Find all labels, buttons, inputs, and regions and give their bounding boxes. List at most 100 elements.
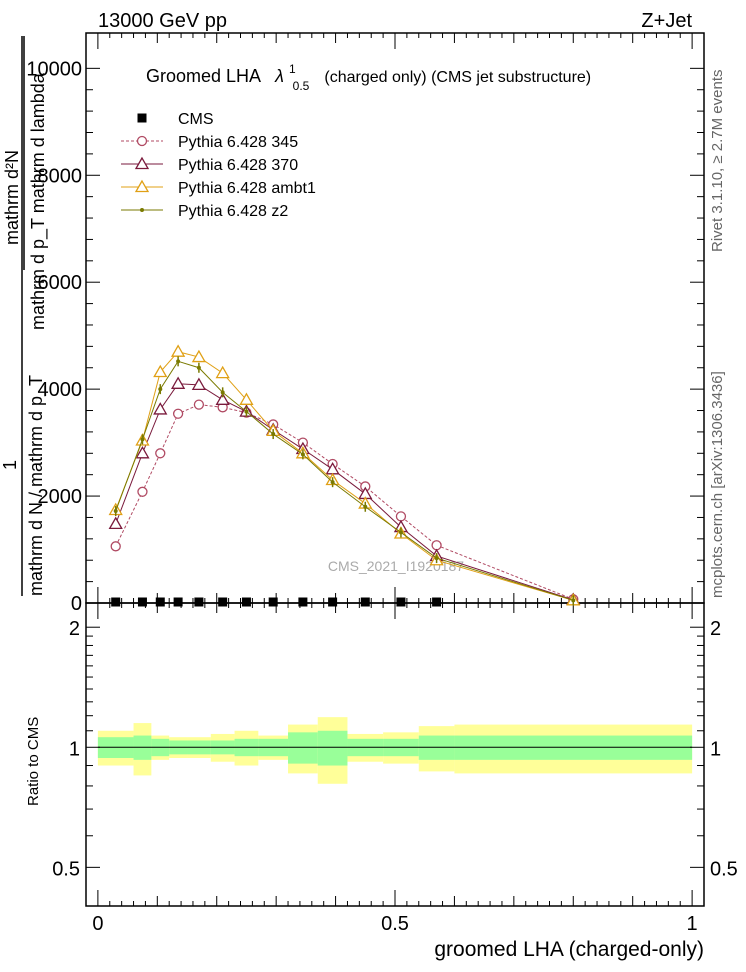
ylabel-bottom: mathrm d N / mathrm d p_T bbox=[26, 375, 47, 596]
data-point bbox=[300, 452, 305, 457]
data-point bbox=[135, 445, 150, 459]
y-tick-label: 2000 bbox=[38, 486, 83, 508]
data-point bbox=[110, 541, 121, 552]
series-lines bbox=[108, 344, 581, 607]
chart-title: Groomed LHA λ 1 0.5 (charged only) (CMS … bbox=[146, 57, 591, 94]
data-point bbox=[330, 480, 335, 485]
data-point bbox=[137, 597, 147, 607]
chart-title-subscript: 0.5 bbox=[293, 79, 310, 93]
ratio-y-tick-label: 2 bbox=[69, 618, 80, 640]
legend-item: Pythia 6.428 345 bbox=[121, 134, 298, 151]
legend-marker bbox=[136, 135, 148, 147]
y-tick-label: 6000 bbox=[38, 272, 83, 294]
data-point bbox=[155, 597, 165, 607]
rivet-label: Rivet 3.1.10, ≥ 2.7M events bbox=[709, 70, 726, 253]
legend-marker bbox=[140, 208, 144, 212]
x-ticks: 0 0.5 1 bbox=[92, 33, 698, 935]
data-point bbox=[193, 399, 205, 410]
data-point bbox=[155, 448, 166, 459]
data-point bbox=[153, 364, 168, 378]
series-0 bbox=[111, 597, 442, 607]
ratio-bands bbox=[97, 717, 693, 784]
y-tick-label: 4000 bbox=[38, 379, 83, 401]
data-point bbox=[244, 409, 249, 414]
main-y-ticks: 0 2000 4000 6000 8000 10000 bbox=[26, 58, 704, 615]
data-point bbox=[241, 597, 251, 607]
ylabel-top: mathrm d²N bbox=[2, 150, 22, 245]
ratio-y-tick-label-right: 2 bbox=[710, 618, 721, 640]
data-point bbox=[196, 365, 201, 370]
data-point bbox=[170, 344, 186, 357]
data-point bbox=[172, 408, 184, 419]
x-tick-label: 0 bbox=[92, 913, 103, 935]
data-point bbox=[298, 597, 308, 607]
legend-marker bbox=[134, 156, 150, 170]
data-point bbox=[140, 437, 145, 442]
legend-label: Pythia 6.428 370 bbox=[178, 157, 298, 174]
ratio-y-axis-title: Ratio to CMS bbox=[25, 717, 42, 806]
ylabel-prefix: 1 bbox=[0, 460, 20, 470]
ylabel-mid: mathrm d p_T mathrm d lambda bbox=[28, 72, 49, 330]
chart-title-superscript: 1 bbox=[289, 62, 296, 76]
data-point bbox=[360, 597, 370, 607]
data-point bbox=[173, 597, 183, 607]
data-point bbox=[434, 556, 439, 561]
legend-label: Pythia 6.428 ambt1 bbox=[178, 180, 316, 197]
series-line bbox=[115, 383, 574, 601]
legend: CMS Pythia 6.428 345 Pythia 6.428 370 Pythi… bbox=[121, 111, 316, 220]
data-point bbox=[432, 597, 442, 607]
data-point bbox=[111, 597, 121, 607]
legend-item: CMS bbox=[137, 111, 214, 128]
series-line bbox=[115, 360, 574, 601]
ratio-y-tick-label-right: 0.5 bbox=[710, 858, 738, 880]
y-tick-label: 10000 bbox=[26, 58, 82, 80]
ratio-ticks: 0.5 0.5 1 1 2 2 bbox=[52, 618, 738, 880]
legend-item: Pythia 6.428 ambt1 bbox=[121, 179, 316, 197]
data-point bbox=[215, 392, 230, 405]
ratio-y-tick-label-right: 1 bbox=[710, 738, 721, 760]
data-point bbox=[215, 365, 230, 379]
data-point bbox=[571, 598, 576, 603]
data-point bbox=[191, 349, 207, 363]
ratio-inner-band bbox=[317, 730, 348, 766]
chart-title-main: Groomed LHA bbox=[146, 66, 261, 86]
ratio-y-tick-label: 1 bbox=[69, 738, 80, 760]
legend-label: Pythia 6.428 z2 bbox=[178, 203, 288, 220]
data-point bbox=[158, 387, 163, 392]
data-point bbox=[176, 359, 181, 364]
data-point bbox=[194, 597, 204, 607]
data-point bbox=[137, 486, 148, 497]
data-point bbox=[431, 540, 442, 551]
data-point bbox=[220, 390, 225, 395]
main-y-axis-title: mathrm d²N mathrm d p_T mathrm d lambda … bbox=[0, 36, 49, 596]
data-point bbox=[328, 597, 338, 607]
data-point bbox=[170, 376, 186, 389]
data-point bbox=[191, 377, 207, 391]
x-tick-label: 0.5 bbox=[381, 913, 409, 935]
chart-title-suffix: (charged only) (CMS jet substructure) bbox=[324, 69, 591, 86]
data-point bbox=[268, 597, 278, 607]
legend-label: CMS bbox=[178, 111, 214, 128]
legend-marker bbox=[137, 113, 147, 123]
data-point bbox=[108, 516, 123, 530]
legend-item: Pythia 6.428 370 bbox=[121, 156, 298, 174]
legend-label: Pythia 6.428 345 bbox=[178, 134, 298, 151]
series-4 bbox=[113, 356, 576, 606]
chart-title-symbol: λ bbox=[274, 66, 284, 86]
legend-item: Pythia 6.428 z2 bbox=[121, 203, 288, 220]
data-point bbox=[153, 402, 168, 415]
data-point bbox=[395, 511, 407, 522]
analysis-watermark: CMS_2021_I1920187 bbox=[328, 558, 464, 574]
data-point bbox=[396, 597, 406, 607]
y-tick-label: 8000 bbox=[38, 165, 83, 187]
x-tick-label: 1 bbox=[687, 913, 698, 935]
data-point bbox=[218, 597, 228, 607]
data-point bbox=[398, 530, 403, 535]
beam-label: 13000 GeV pp bbox=[98, 10, 227, 32]
y-tick-label: 0 bbox=[71, 593, 82, 615]
x-axis-title: groomed LHA (charged-only) bbox=[434, 938, 704, 961]
legend-marker bbox=[134, 179, 150, 193]
data-point bbox=[239, 392, 254, 405]
ratio-y-tick-label: 0.5 bbox=[52, 858, 80, 880]
